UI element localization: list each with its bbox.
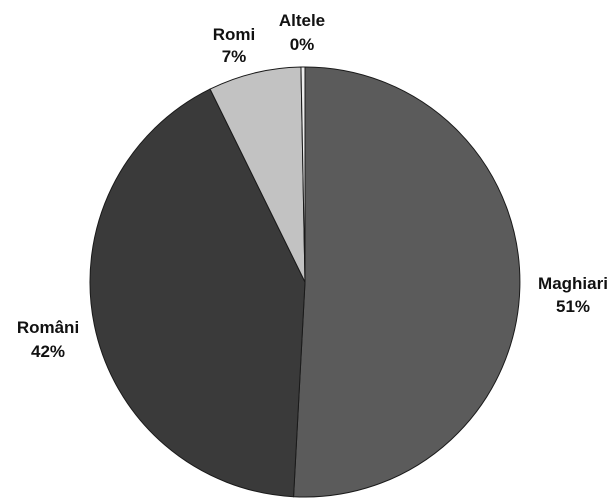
label-name-maghiari: Maghiari — [538, 274, 608, 293]
label-value-altele: 0% — [290, 35, 315, 54]
label-name-altele: Altele — [279, 11, 325, 30]
label-value-romi: 7% — [222, 47, 247, 66]
label-name-romi: Romi — [213, 25, 256, 44]
label-value-maghiari: 51% — [556, 297, 590, 316]
pie-slice-maghiari — [293, 66, 521, 498]
pie-slice-altele — [300, 66, 306, 283]
label-value-romani: 42% — [31, 342, 65, 361]
pie-slice-romani — [89, 88, 306, 498]
pie-slices — [89, 66, 521, 498]
label-name-romani: Români — [17, 318, 79, 337]
